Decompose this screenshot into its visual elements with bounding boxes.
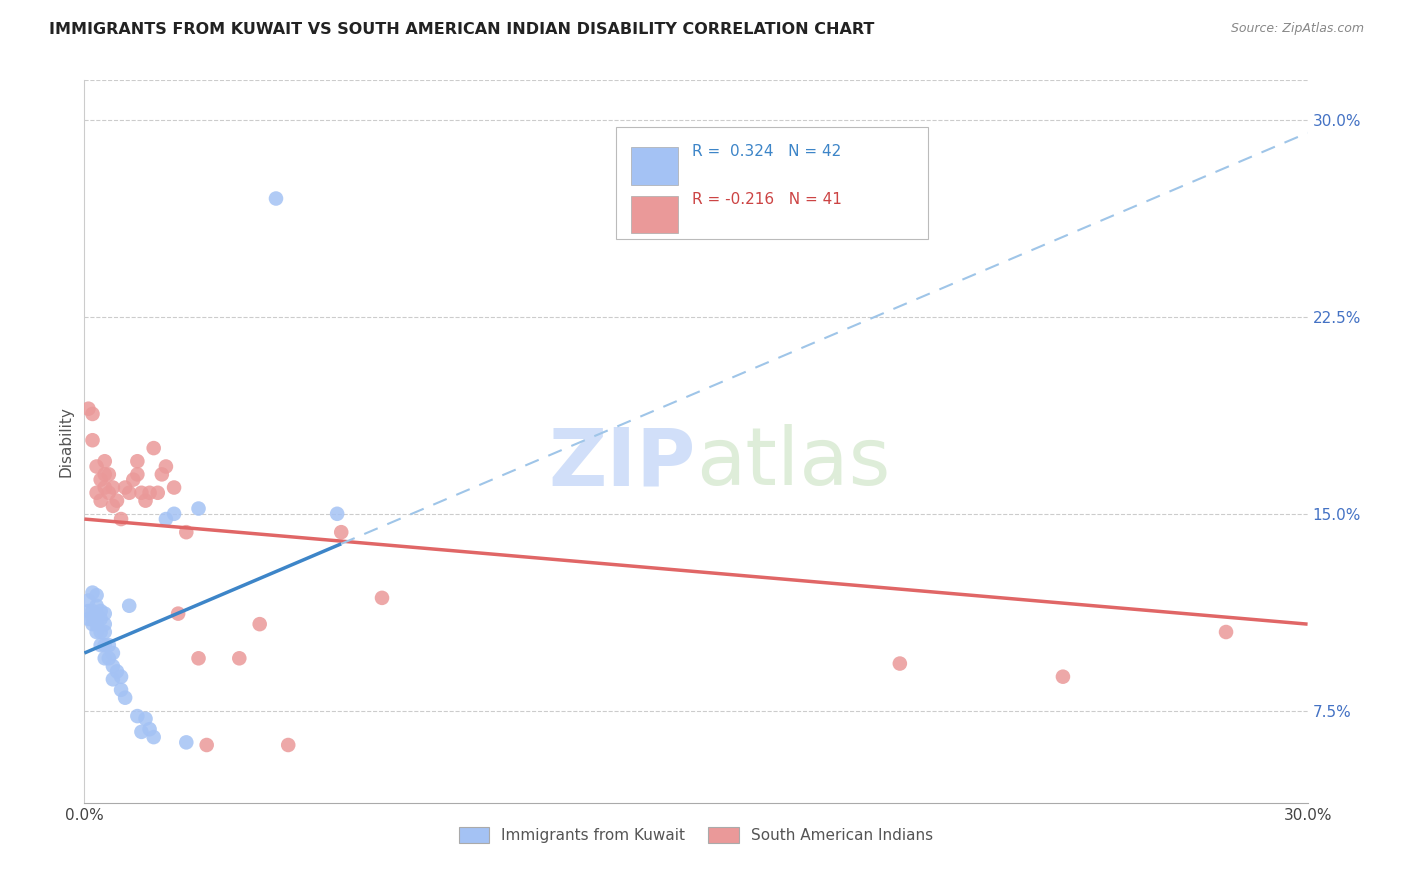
Text: ZIP: ZIP [548, 425, 696, 502]
Point [110, 512, 132, 526]
Legend: Immigrants from Kuwait, South American Indians: Immigrants from Kuwait, South American I… [453, 822, 939, 849]
Point [86, 459, 108, 474]
Point [86, 617, 108, 632]
FancyBboxPatch shape [616, 128, 928, 239]
Text: R =  0.324   N = 42: R = 0.324 N = 42 [692, 144, 842, 159]
Text: R = -0.216   N = 41: R = -0.216 N = 41 [692, 192, 842, 207]
Point [77, 401, 100, 416]
Point [138, 485, 160, 500]
Point [122, 473, 145, 487]
Point [889, 657, 911, 671]
Point [82, 585, 104, 599]
Point [77, 612, 100, 626]
Point [118, 599, 141, 613]
Y-axis label: Disability: Disability [58, 406, 73, 477]
Point [90, 612, 112, 626]
Point [97, 651, 120, 665]
Text: atlas: atlas [696, 425, 890, 502]
Point [86, 588, 108, 602]
Point [97, 638, 120, 652]
Point [174, 525, 197, 540]
Point [187, 651, 209, 665]
Point [86, 625, 108, 640]
Point [97, 485, 120, 500]
Point [155, 512, 177, 526]
Point [86, 607, 108, 621]
Text: Source: ZipAtlas.com: Source: ZipAtlas.com [1230, 22, 1364, 36]
Point [146, 485, 169, 500]
Point [77, 593, 100, 607]
Point [93, 607, 115, 621]
Point [86, 485, 108, 500]
Point [82, 612, 104, 626]
Point [163, 481, 186, 495]
Point [131, 724, 153, 739]
Point [163, 507, 186, 521]
Point [249, 617, 271, 632]
Point [127, 709, 149, 723]
Point [82, 434, 104, 448]
Point [114, 690, 136, 705]
Point [93, 467, 115, 482]
Point [110, 670, 132, 684]
Point [371, 591, 394, 605]
Point [326, 507, 349, 521]
Point [105, 665, 128, 679]
Point [93, 651, 115, 665]
Point [174, 735, 197, 749]
Point [114, 481, 136, 495]
Point [93, 481, 115, 495]
Point [101, 646, 124, 660]
Point [150, 467, 173, 482]
Point [90, 493, 112, 508]
Point [135, 712, 157, 726]
Point [77, 604, 100, 618]
Point [93, 625, 115, 640]
Point [195, 738, 218, 752]
Point [264, 192, 287, 206]
Point [127, 467, 149, 482]
Point [93, 454, 115, 468]
Point [330, 525, 353, 540]
Point [110, 682, 132, 697]
Point [131, 485, 153, 500]
FancyBboxPatch shape [631, 147, 678, 185]
Point [138, 723, 160, 737]
Point [86, 599, 108, 613]
Point [90, 638, 112, 652]
Point [93, 617, 115, 632]
Point [1052, 670, 1074, 684]
Point [118, 485, 141, 500]
Point [82, 407, 104, 421]
Point [1215, 625, 1237, 640]
Point [135, 493, 157, 508]
Point [155, 459, 177, 474]
Point [105, 493, 128, 508]
Point [101, 481, 124, 495]
Point [142, 441, 165, 455]
Point [187, 501, 209, 516]
Point [167, 607, 190, 621]
Point [90, 625, 112, 640]
Point [93, 638, 115, 652]
Point [101, 659, 124, 673]
Point [101, 499, 124, 513]
Point [82, 617, 104, 632]
Text: IMMIGRANTS FROM KUWAIT VS SOUTH AMERICAN INDIAN DISABILITY CORRELATION CHART: IMMIGRANTS FROM KUWAIT VS SOUTH AMERICAN… [49, 22, 875, 37]
Point [228, 651, 250, 665]
Point [90, 473, 112, 487]
FancyBboxPatch shape [631, 196, 678, 234]
Point [97, 467, 120, 482]
Point [101, 673, 124, 687]
Point [90, 604, 112, 618]
Point [142, 730, 165, 744]
Point [277, 738, 299, 752]
Point [82, 604, 104, 618]
Point [127, 454, 149, 468]
